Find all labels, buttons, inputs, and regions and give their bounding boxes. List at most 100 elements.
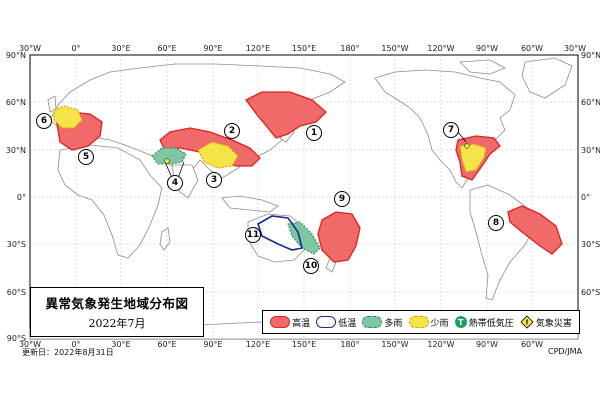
region-8-high-temp [507,205,563,255]
legend-label: 低温 [338,318,357,329]
lon-label: 120°E [246,340,270,349]
marker-4-label: 4 [172,178,178,188]
region-3-light-rain [197,141,239,169]
marker-2-circle [224,123,240,139]
legend-label: 少雨 [430,318,449,329]
lon-label: 30°W [19,44,41,53]
lon-labels-bottom: 30°W 0° 30°E 60°E 90°E 120°E 150°E 180° … [19,340,543,349]
marker-3-label: 3 [211,175,217,185]
marker-8-circle [488,215,504,231]
heavy-rain-swatch [362,316,383,328]
region-9-high-temp [317,211,361,263]
legend-low-temp: 低温 [316,316,356,329]
arctic-islands-land [459,59,506,75]
lon-label: 0° [71,44,80,53]
legend-disaster: ! 気象災害 [520,315,572,329]
legend-label: 熱帯低気圧 [468,318,514,329]
marker-11-label: 11 [247,230,260,240]
lat-label: 60°S [7,288,26,297]
marker-5-label: 5 [83,152,89,162]
legend: 高温 低温 多雨 少雨 T 熱帯低気圧 ! 気象災害 [262,310,580,334]
disaster-markers [163,142,471,165]
region-7-light-rain [459,143,487,173]
marker-3-circle [206,172,222,188]
leader-lines [165,131,467,179]
lat-labels-right: 90°N 60°N 30°N 0° 30°S 60°S [581,51,600,297]
lat-label: 0° [17,193,26,202]
lon-label: 90°E [203,340,222,349]
disaster-icon: ! [520,315,534,329]
marker-6-label: 6 [41,116,47,126]
lat-label: 30°S [581,240,600,249]
marker-10-circle [303,258,319,274]
lon-label: 30°W [19,340,41,349]
lon-label: 150°W [381,44,408,53]
region-1-high-temp [245,91,327,139]
lon-label: 60°W [521,44,543,53]
legend-heavy-rain: 多雨 [362,316,402,329]
lon-label: 180° [340,340,359,349]
lon-label: 60°E [157,44,176,53]
indonesia-land [221,195,279,213]
lon-label: 180° [340,44,359,53]
region-4-heavy-rain [151,147,187,165]
marker-1-circle [306,125,322,141]
low-temp-swatch [316,316,337,328]
lon-label: 120°W [427,44,454,53]
lon-label: 60°E [157,340,176,349]
region-6-light-rain [53,105,83,129]
lat-label: 30°N [6,146,26,155]
marker-6-circle [36,113,52,129]
marker-9-label: 9 [339,194,345,204]
marker-9-circle [334,191,350,207]
lat-label: 90°S [7,334,26,343]
region-11-low-temp [257,215,303,251]
lon-label: 30°E [111,44,130,53]
lat-label: 0° [581,193,590,202]
map-subtitle: 2022年7月 [88,317,146,330]
greenland-land [521,57,573,99]
lat-labels-left: 90°N 60°N 30°N 0° 30°S 60°S 90°S [6,51,26,343]
lon-label: 120°W [427,340,454,349]
marker-7-circle [443,122,459,138]
lat-label: 60°N [581,98,600,107]
marker-1-label: 1 [311,128,317,138]
marker-10-label: 10 [305,261,318,271]
lon-label: 150°E [292,44,316,53]
legend-label: 多雨 [384,318,403,329]
lon-label: 90°W [476,340,498,349]
marker-8-label: 8 [493,218,499,228]
lat-label: 90°N [6,51,26,60]
credit: CPD/JMA [548,347,582,356]
anomaly-regions [53,91,563,263]
legend-high-temp: 高温 [270,316,310,329]
lon-label: 150°W [381,340,408,349]
marker-5-circle [78,149,94,165]
lon-label: 30°E [111,340,130,349]
lon-label: 30°W [564,44,586,53]
legend-light-rain: 少雨 [408,316,449,329]
lon-label: 90°E [203,44,222,53]
disaster-icon [163,157,171,165]
legend-tropical-cyclone: T 熱帯低気圧 [454,316,514,329]
disaster-icon [463,142,471,150]
marker-7-label: 7 [448,125,454,135]
marker-4-circle [167,175,183,191]
marker-11-circle [245,227,261,243]
lat-label: 90°N [581,51,600,60]
lon-label: 150°E [292,340,316,349]
lon-label: 90°W [476,44,498,53]
legend-label: 気象災害 [535,318,572,329]
legend-label: 高温 [292,318,311,329]
lat-label: 30°N [581,146,600,155]
light-rain-swatch [408,316,429,328]
map-title: 異常気象発生地域分布図 [45,296,189,311]
lat-label: 60°N [6,98,26,107]
svg-text:!: ! [525,319,528,327]
africa-land [57,144,163,259]
lon-labels-top: 30°W 0° 30°E 60°E 90°E 120°E 150°E 180° … [19,44,586,53]
high-temp-swatch [270,316,291,328]
marker-2-label: 2 [229,126,235,136]
lon-label: 0° [71,340,80,349]
